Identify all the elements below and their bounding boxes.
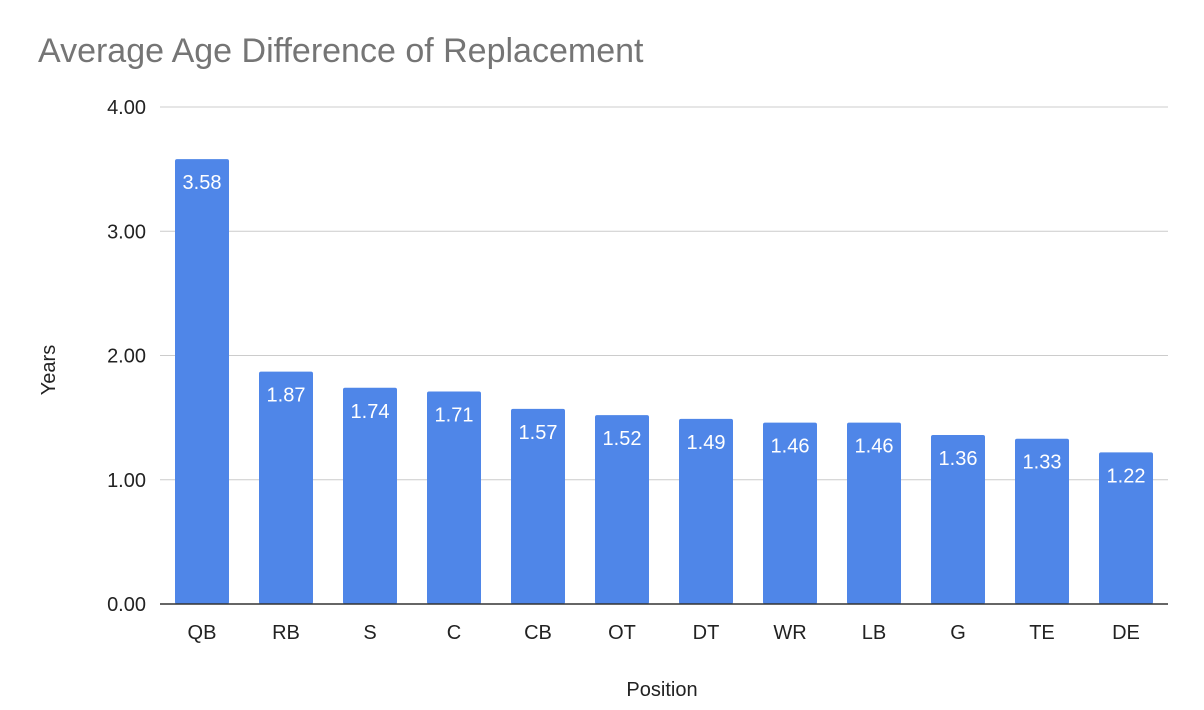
bar-lb xyxy=(847,422,901,604)
data-label: 1.46 xyxy=(855,436,894,458)
chart-title: Average Age Difference of Replacement xyxy=(38,32,644,70)
data-label: 1.36 xyxy=(939,448,978,470)
y-axis-ticks: 0.00 1.00 2.00 3.00 4.00 xyxy=(107,97,146,616)
data-label: 1.87 xyxy=(267,385,306,407)
x-tick-label: CB xyxy=(524,622,552,644)
bar-dt xyxy=(679,418,733,604)
data-label: 1.46 xyxy=(771,436,810,458)
bar-de xyxy=(1099,452,1153,604)
data-label: 1.22 xyxy=(1107,465,1146,487)
x-tick-label: C xyxy=(447,622,461,644)
data-label: 1.49 xyxy=(687,432,726,454)
data-label: 3.58 xyxy=(183,172,222,194)
x-tick-label: OT xyxy=(608,622,636,644)
gridlines xyxy=(160,106,1168,481)
x-tick-label: S xyxy=(363,622,376,644)
y-tick-label: 4.00 xyxy=(107,97,146,119)
y-tick-label: 1.00 xyxy=(107,470,146,492)
bar-wr xyxy=(763,422,817,604)
bar-ot xyxy=(595,415,649,604)
bars xyxy=(175,159,1153,604)
bar-cb xyxy=(511,408,565,604)
x-tick-label: LB xyxy=(862,622,886,644)
x-tick-label: DT xyxy=(693,622,720,644)
y-tick-label: 2.00 xyxy=(107,346,146,368)
bar-c xyxy=(427,391,481,604)
data-label: 1.57 xyxy=(519,422,558,444)
data-label: 1.33 xyxy=(1023,452,1062,474)
y-axis-title: Years xyxy=(38,345,60,395)
x-axis-title: Position xyxy=(626,679,697,701)
bar-g xyxy=(931,435,985,604)
x-tick-label: G xyxy=(950,622,966,644)
x-tick-label: QB xyxy=(188,622,217,644)
x-axis-ticks: QB RB S C CB OT DT WR LB G TE DE xyxy=(188,622,1140,644)
bar-te xyxy=(1015,438,1069,604)
data-label: 1.74 xyxy=(351,401,390,423)
x-tick-label: RB xyxy=(272,622,300,644)
bar-s xyxy=(343,387,397,604)
bar-qb xyxy=(175,159,229,604)
x-tick-label: WR xyxy=(773,622,806,644)
bar-rb xyxy=(259,371,313,604)
data-labels: 3.58 1.87 1.74 1.71 1.57 1.52 1.49 1.46 1.46 1.36… xyxy=(183,172,1146,487)
x-tick-label: TE xyxy=(1029,622,1055,644)
y-tick-label: 3.00 xyxy=(107,221,146,243)
data-label: 1.52 xyxy=(603,428,642,450)
y-tick-label: 0.00 xyxy=(107,594,146,616)
x-tick-label: DE xyxy=(1112,622,1140,644)
data-label: 1.71 xyxy=(435,405,474,427)
